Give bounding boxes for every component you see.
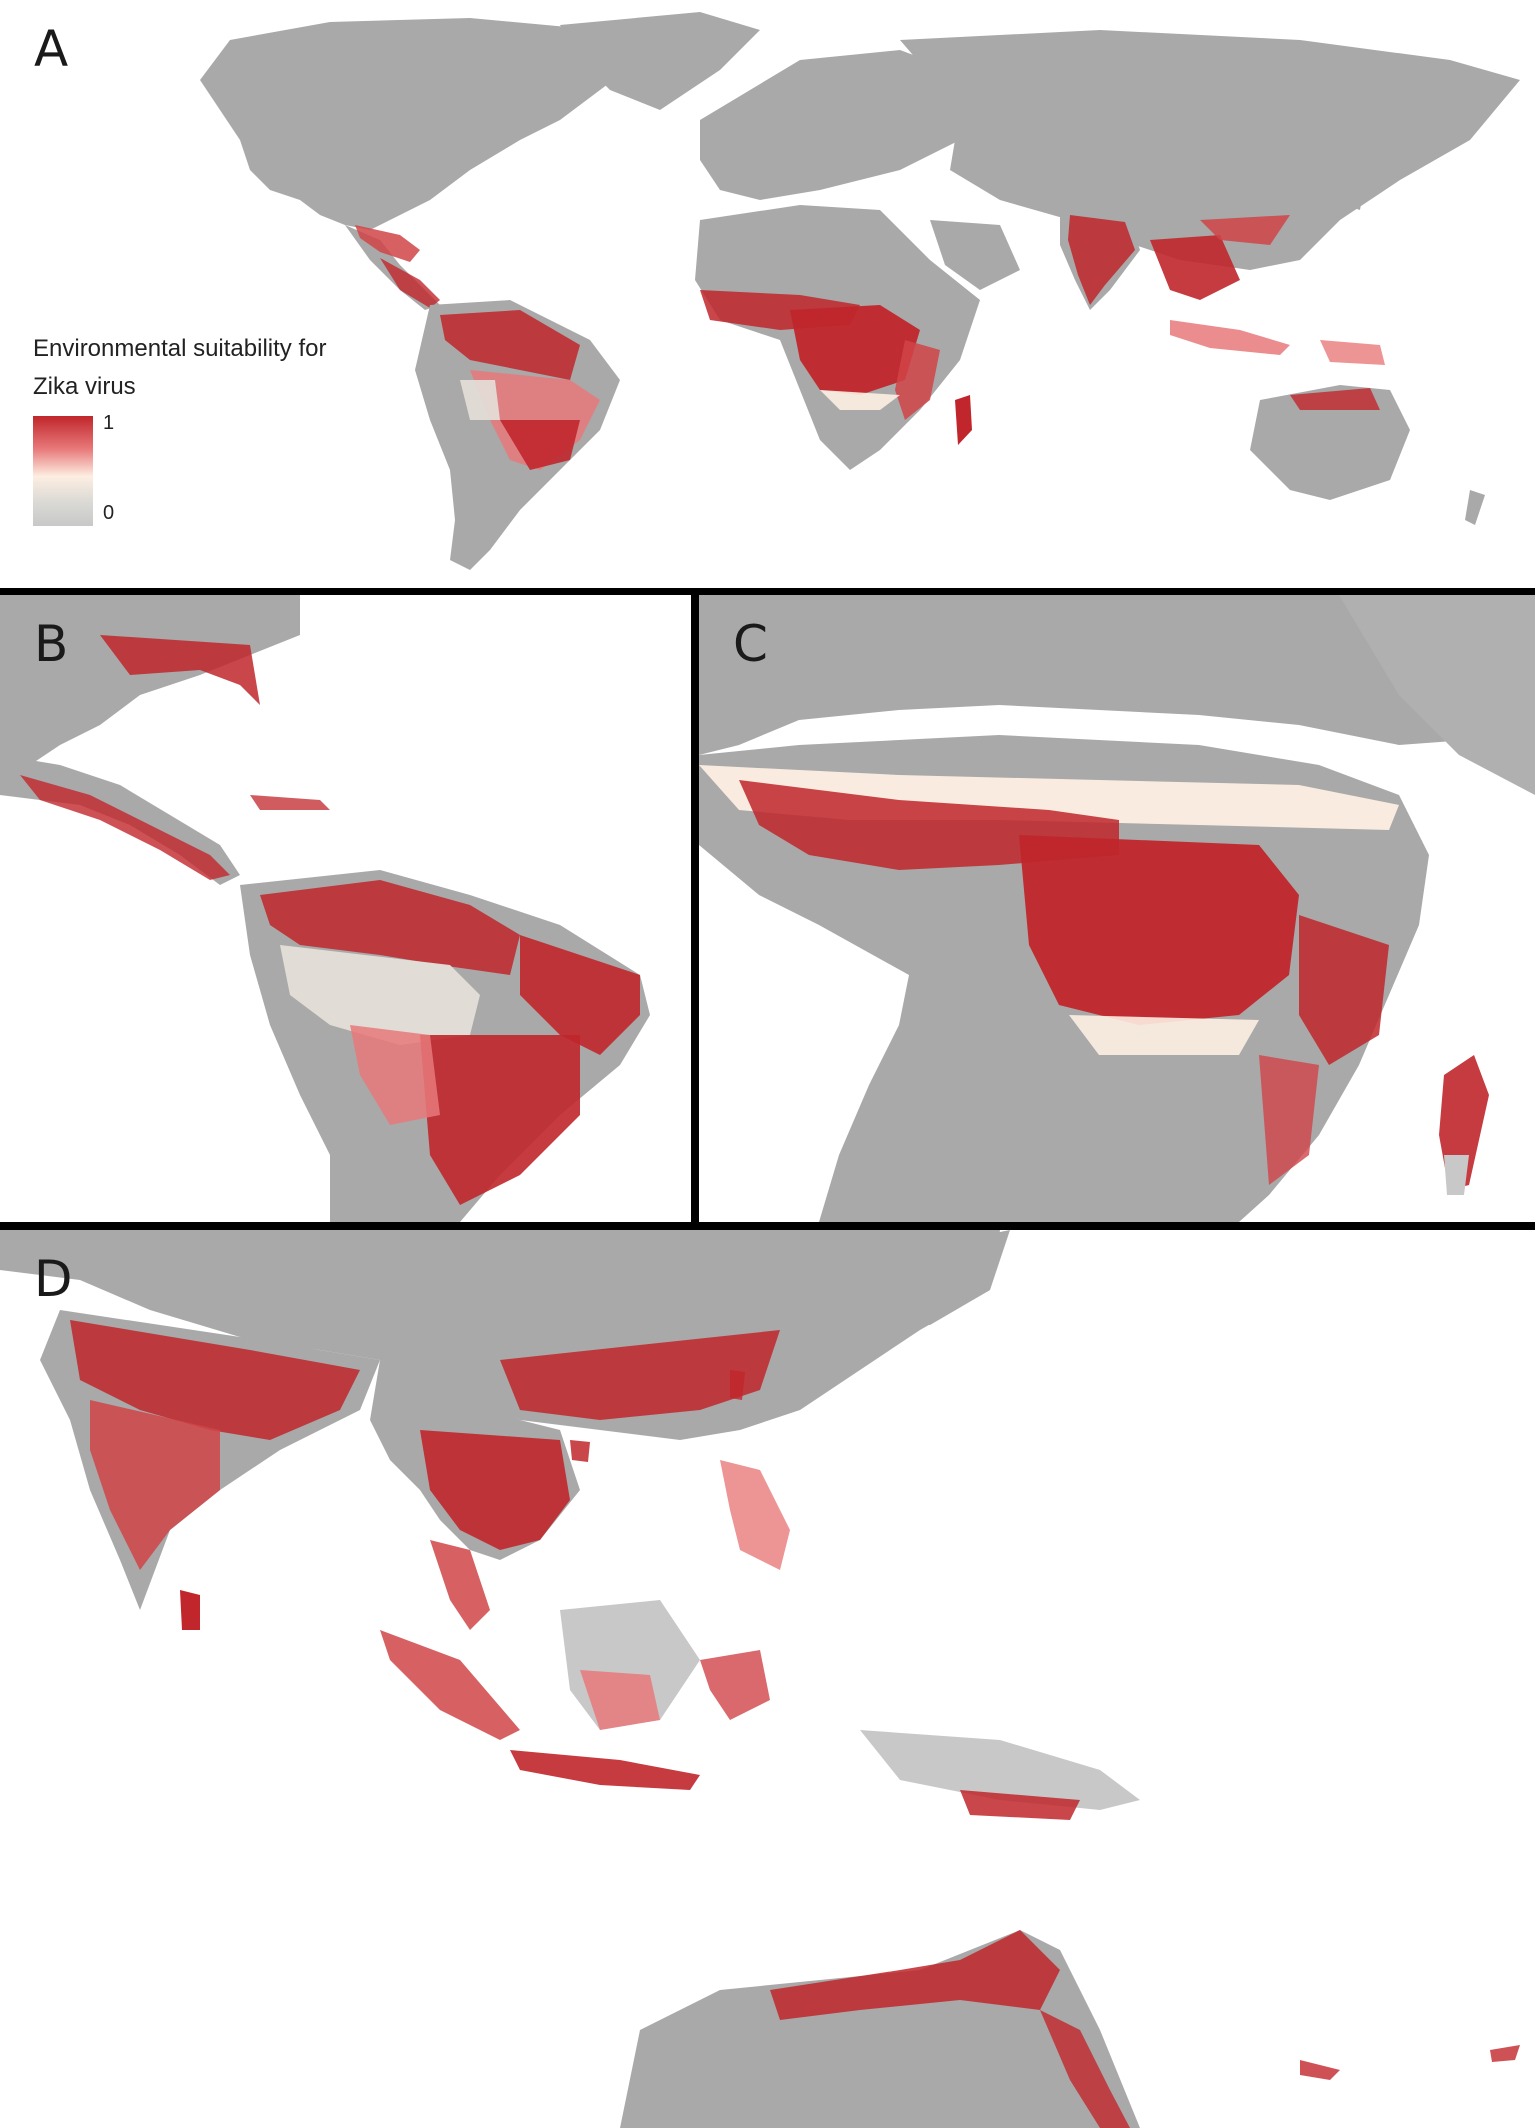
panel-world-map: A Environmental suitability for Zika vir… — [0, 0, 1535, 588]
suitability-amazon-north — [260, 880, 520, 975]
suitability-brazil-southeast — [420, 1035, 580, 1205]
land-java — [510, 1750, 700, 1790]
land-greenland — [560, 12, 760, 110]
land-solomon-islands — [1300, 2060, 1340, 2080]
suitability-brazil-east — [520, 935, 640, 1055]
suitability-central-america — [380, 258, 440, 308]
asia-map-svg — [0, 1230, 1520, 2128]
land-madagascar-south — [1444, 1155, 1469, 1195]
suitability-india-north — [70, 1320, 360, 1440]
suitability-brazil-south — [500, 420, 580, 470]
suitability-northern-australia — [1290, 388, 1380, 410]
legend-title: Environmental suitability for Zika virus — [33, 335, 327, 400]
land-north-africa — [699, 595, 1535, 755]
suitability-east-africa-coast — [1299, 915, 1389, 1065]
suitability-southern-china — [500, 1330, 780, 1420]
suitability-amazon-basin-low — [280, 945, 480, 1045]
land-japan — [880, 1230, 1010, 1325]
land-europe — [700, 50, 980, 200]
land-australia — [1250, 385, 1410, 500]
suitability-central-africa — [790, 305, 920, 395]
world-map-svg — [200, 12, 1520, 570]
suitability-africa-south-band — [820, 390, 900, 410]
legend-color-ramp — [33, 416, 93, 526]
panel-label-b: B — [34, 615, 69, 673]
land-taiwan — [730, 1370, 745, 1400]
land-sulawesi — [700, 1650, 770, 1720]
panel-label-d: D — [34, 1250, 73, 1308]
legend-min-label: 0 — [103, 502, 115, 524]
land-sumatra — [380, 1630, 520, 1740]
land-new-guinea — [860, 1730, 1140, 1810]
suitability-new-guinea — [1320, 340, 1385, 365]
land-philippines — [720, 1460, 790, 1570]
suitability-borneo — [580, 1670, 660, 1730]
suitability-bolivia-paraguay — [350, 1025, 440, 1125]
suitability-south-america-north — [440, 310, 580, 380]
land-asia — [900, 30, 1520, 270]
land-hainan — [570, 1440, 590, 1462]
suitability-india — [1068, 215, 1135, 305]
land-north-america — [200, 18, 640, 230]
panel-divider-horizontal-top — [0, 588, 1535, 595]
suitability-southern-band — [1069, 1015, 1259, 1055]
suitability-gulf-coast — [100, 635, 260, 705]
suitability-south-america-low — [460, 380, 500, 420]
suitability-mexico-central — [20, 775, 230, 880]
suitability-congo-basin — [1019, 835, 1299, 1025]
panel-divider-horizontal-bottom — [0, 1222, 1535, 1230]
suitability-new-guinea-south — [960, 1790, 1080, 1820]
panel-africa-map: C — [699, 595, 1535, 1222]
land-japan — [1345, 170, 1365, 210]
panel-asia-map: D — [0, 1230, 1535, 2128]
suitability-southeast-asia — [1150, 235, 1240, 300]
suitability-queensland-coast — [1040, 2010, 1130, 2128]
suitability-east-africa — [895, 340, 940, 420]
land-arabia — [1339, 595, 1535, 795]
land-madagascar — [955, 395, 972, 445]
land-vanuatu — [1490, 2045, 1520, 2062]
land-sri-lanka — [180, 1590, 200, 1630]
panel-label-a: A — [34, 20, 69, 78]
land-new-zealand — [1465, 490, 1485, 525]
land-arabia — [930, 220, 1020, 290]
land-north-america-south — [0, 595, 300, 765]
land-korea — [830, 1270, 860, 1320]
panel-label-c: C — [733, 615, 768, 673]
legend-max-label: 1 — [103, 412, 115, 434]
suitability-indonesia — [1170, 320, 1290, 355]
legend: Environmental suitability for Zika virus… — [33, 330, 363, 530]
americas-map-svg — [0, 595, 650, 1222]
suitability-indochina — [420, 1430, 570, 1550]
land-malay-peninsula — [430, 1540, 490, 1630]
land-caribbean — [250, 795, 330, 810]
suitability-mexico — [355, 225, 420, 262]
suitability-mozambique — [1259, 1055, 1319, 1185]
suitability-northern-australia — [770, 1930, 1060, 2020]
suitability-southern-china — [1200, 215, 1290, 245]
africa-map-svg — [699, 595, 1535, 1222]
panel-americas-map: B — [0, 595, 691, 1222]
panel-divider-vertical — [691, 595, 699, 1222]
suitability-india-central — [90, 1400, 220, 1570]
